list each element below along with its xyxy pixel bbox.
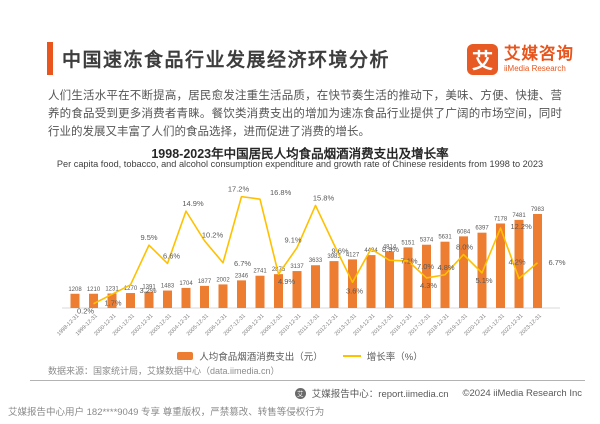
legend-label-expenditure: 人均食品烟酒消费支出（元） xyxy=(199,352,323,363)
svg-text:10.2%: 10.2% xyxy=(202,231,224,240)
svg-text:7983: 7983 xyxy=(531,207,545,213)
svg-text:5.1%: 5.1% xyxy=(475,276,492,285)
svg-text:6084: 6084 xyxy=(457,229,471,235)
svg-text:1877: 1877 xyxy=(198,279,212,285)
svg-text:7.1%: 7.1% xyxy=(401,256,418,265)
legend-label-growth: 增长率（%） xyxy=(366,352,423,363)
chart-title: 1998-2023年中国居民人均食品烟酒消费支出及增长率 xyxy=(151,147,449,161)
svg-text:5374: 5374 xyxy=(420,238,434,244)
legend-item-growth: 增长率（%） xyxy=(342,349,423,363)
page-title: 中国速冻食品行业发展经济环境分析 xyxy=(62,50,391,71)
iimedia-logo-icon: 艾 xyxy=(467,44,498,75)
logo-text: 艾媒咨询 iiMedia Research xyxy=(504,46,574,74)
svg-text:3137: 3137 xyxy=(290,264,304,270)
svg-text:6.6%: 6.6% xyxy=(163,251,180,260)
report-center-link: 艾媒报告中心：report.iimedia.cn xyxy=(311,389,449,400)
svg-text:2346: 2346 xyxy=(235,273,249,279)
svg-text:8.9%: 8.9% xyxy=(382,245,399,254)
svg-text:6.7%: 6.7% xyxy=(234,259,251,268)
chart-legend: 人均食品烟酒消费支出（元） 增长率（%） xyxy=(0,349,600,363)
svg-text:1483: 1483 xyxy=(161,284,175,290)
svg-text:0.2%: 0.2% xyxy=(77,307,94,316)
svg-text:2741: 2741 xyxy=(253,269,267,275)
svg-text:1210: 1210 xyxy=(87,287,101,293)
svg-text:7.0%: 7.0% xyxy=(417,262,434,271)
svg-text:1231: 1231 xyxy=(105,287,119,293)
svg-text:5631: 5631 xyxy=(438,235,452,241)
svg-text:8.0%: 8.0% xyxy=(456,243,473,252)
svg-text:12.2%: 12.2% xyxy=(511,222,533,231)
svg-text:3.6%: 3.6% xyxy=(346,286,363,295)
svg-text:4494: 4494 xyxy=(364,248,378,254)
svg-text:9.6%: 9.6% xyxy=(331,247,348,256)
logo-name-en: iiMedia Research xyxy=(504,64,566,74)
svg-text:17.2%: 17.2% xyxy=(228,185,250,194)
svg-text:9.1%: 9.1% xyxy=(284,236,301,245)
user-watermark: 艾媒报告中心用户 182****9049 专享 尊重版权，严禁篡改、转售等侵权行… xyxy=(8,407,325,418)
footer-divider xyxy=(30,380,585,381)
iimedia-logo: 艾 艾媒咨询 iiMedia Research xyxy=(467,44,574,75)
svg-text:5151: 5151 xyxy=(401,240,415,246)
title-accent-bar xyxy=(47,42,53,75)
svg-text:3.2%: 3.2% xyxy=(140,286,157,295)
svg-text:6397: 6397 xyxy=(475,226,489,232)
legend-item-expenditure: 人均食品烟酒消费支出（元） xyxy=(177,349,323,363)
svg-text:4.9%: 4.9% xyxy=(278,277,295,286)
svg-text:7178: 7178 xyxy=(494,216,508,222)
svg-text:1208: 1208 xyxy=(68,287,82,293)
svg-text:4.3%: 4.3% xyxy=(420,281,437,290)
line-series-swatch xyxy=(342,354,361,358)
chart-subtitle: Per capita food, tobacco, and alcohol co… xyxy=(56,159,544,169)
svg-text:1270: 1270 xyxy=(124,286,138,292)
svg-text:7481: 7481 xyxy=(512,213,526,219)
bar-series-swatch xyxy=(177,352,194,360)
svg-text:4127: 4127 xyxy=(346,252,360,258)
svg-text:15.8%: 15.8% xyxy=(313,193,335,202)
svg-text:9.5%: 9.5% xyxy=(140,233,157,242)
svg-text:4814: 4814 xyxy=(383,244,397,250)
svg-text:4.2%: 4.2% xyxy=(508,258,525,267)
svg-text:4.8%: 4.8% xyxy=(437,263,454,272)
svg-text:1704: 1704 xyxy=(179,281,193,287)
svg-text:2875: 2875 xyxy=(272,267,286,273)
intro-paragraph: 人们生活水平在不断提高，居民愈发注重生活品质，在快节奏生活的推动下，美味、方便、… xyxy=(48,90,562,138)
svg-text:2002: 2002 xyxy=(216,277,230,283)
svg-text:14.9%: 14.9% xyxy=(182,199,204,208)
data-source-note: 数据来源：国家统计局，艾媒数据中心（data.iimedia.cn） xyxy=(48,366,280,376)
svg-text:1391: 1391 xyxy=(142,285,156,291)
combo-chart: 12081998-12-3112101999-12-3112312000-12-… xyxy=(56,185,566,338)
footer-right: 艾 艾媒报告中心：report.iimedia.cn ©2024 iiMedia… xyxy=(294,386,582,400)
copyright-text: ©2024 iiMedia Research Inc xyxy=(462,387,582,399)
svg-text:6.7%: 6.7% xyxy=(549,258,566,267)
svg-text:16.8%: 16.8% xyxy=(270,188,292,197)
svg-text:3983: 3983 xyxy=(327,254,341,260)
svg-text:1.7%: 1.7% xyxy=(104,298,121,307)
iimedia-badge-icon: 艾 xyxy=(294,387,306,399)
logo-name-cn: 艾媒咨询 xyxy=(504,44,574,63)
svg-text:3633: 3633 xyxy=(309,258,323,264)
